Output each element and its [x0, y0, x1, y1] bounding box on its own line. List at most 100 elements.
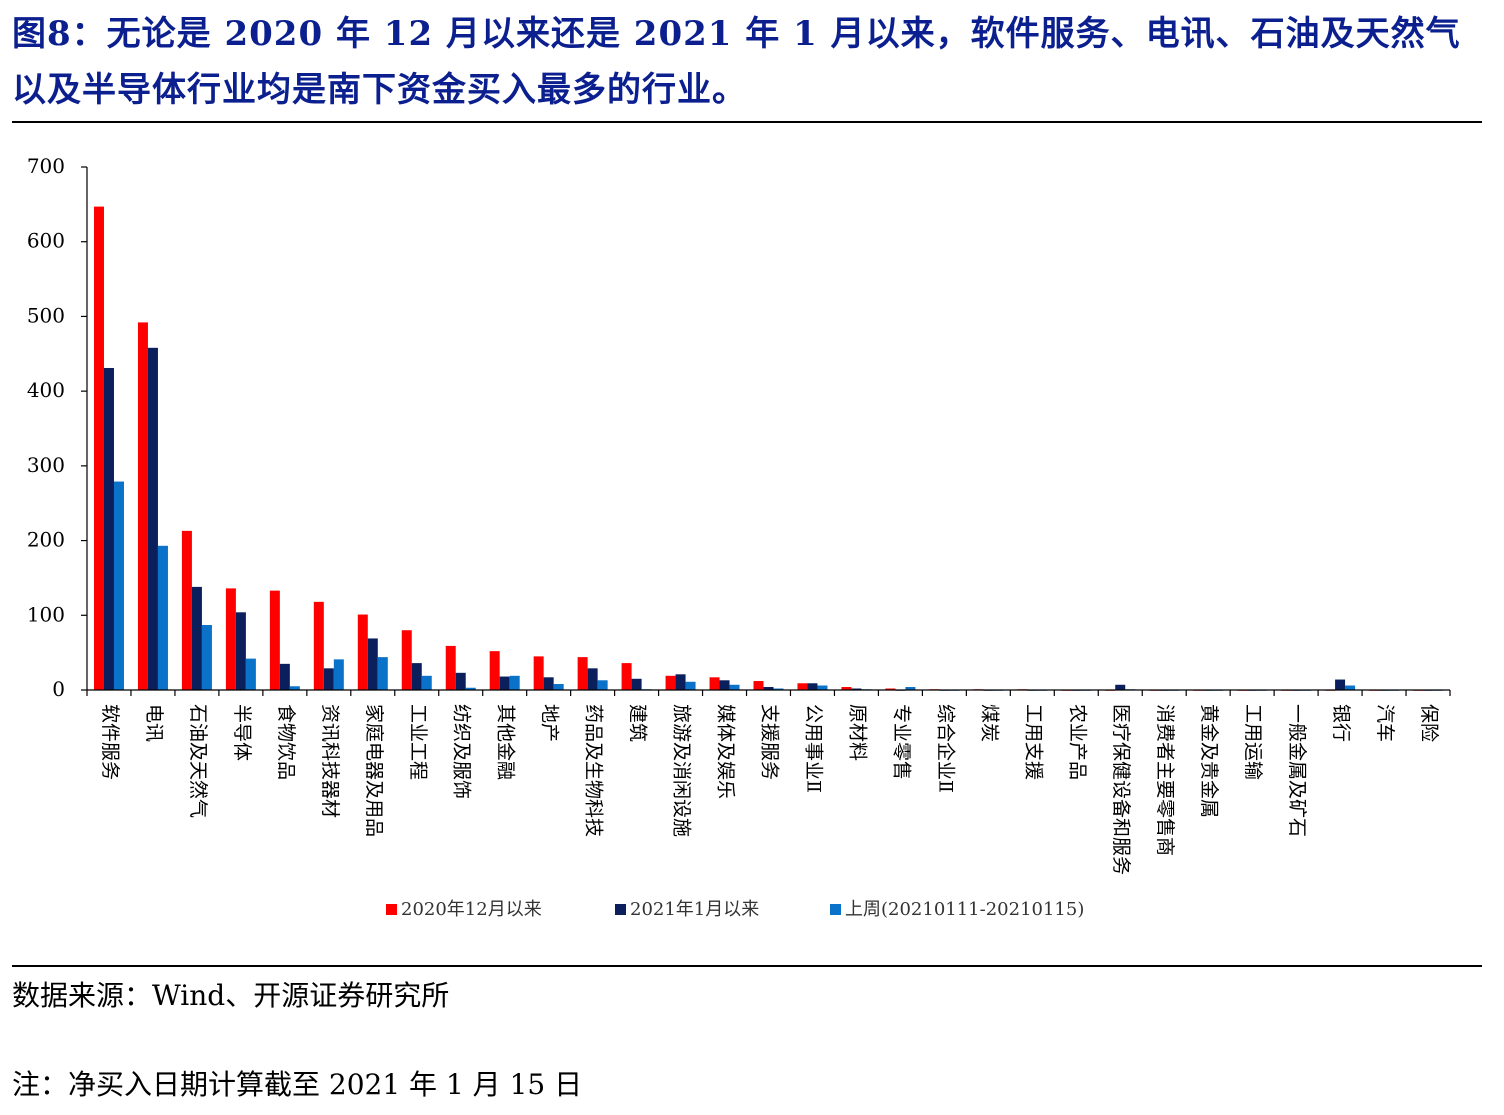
legend-label: 2020年12月以来 — [401, 899, 542, 920]
bar — [807, 683, 818, 690]
x-tick-label: 电讯 — [143, 704, 165, 742]
bar — [245, 658, 256, 690]
bar — [181, 530, 192, 690]
bar — [753, 681, 764, 690]
bar — [587, 668, 598, 690]
bar — [763, 687, 774, 690]
bar — [465, 687, 476, 690]
x-tick-label: 工用支援 — [1022, 704, 1044, 780]
bar — [1335, 679, 1346, 690]
bar — [191, 586, 202, 690]
bar — [533, 656, 544, 690]
bar-chart: 0 100 200 300 400 500 600 700 软件服务 电讯 石油及天然气 半导体 食物… — [27, 154, 1451, 920]
bar — [137, 322, 148, 690]
bar — [401, 630, 412, 690]
bar — [577, 657, 588, 690]
bar — [905, 687, 916, 690]
bars — [93, 206, 1444, 691]
x-tick-label: 汽车 — [1374, 704, 1396, 742]
bar — [113, 481, 124, 690]
bar — [313, 601, 324, 690]
bar — [235, 612, 246, 690]
bar — [455, 672, 466, 690]
x-tick-label: 工业工程 — [407, 704, 429, 780]
x-tick-label: 原材料 — [846, 704, 868, 761]
bar — [201, 624, 212, 690]
bar — [817, 685, 828, 690]
bar — [709, 677, 720, 690]
bar — [357, 614, 368, 690]
y-tick-label: 500 — [27, 303, 65, 327]
bar — [225, 588, 236, 690]
bar — [103, 367, 114, 690]
y-tick-label: 400 — [27, 378, 65, 402]
bar — [553, 684, 564, 690]
bar — [279, 663, 290, 690]
y-tick-label: 200 — [27, 528, 65, 552]
bar — [509, 675, 520, 690]
x-tick-label: 旅游及消闲设施 — [671, 704, 693, 837]
x-tick-label: 专业零售 — [890, 704, 912, 780]
x-tick-label: 医疗保健设备和服务 — [1110, 704, 1132, 875]
bar — [323, 668, 334, 690]
legend-swatch — [615, 904, 626, 915]
bar — [675, 674, 686, 690]
bar — [543, 677, 554, 690]
bar — [773, 688, 784, 690]
y-tick-label: 700 — [27, 154, 65, 178]
legend: 2020年12月以来 2021年1月以来 上周(20210111-20210115) — [386, 899, 1084, 920]
bar — [597, 680, 608, 690]
figure-title: 图8：无论是 2020 年 12 月以来还是 2021 年 1 月以来，软件服务… — [12, 14, 1461, 110]
bar — [621, 663, 632, 690]
x-tick-label: 农业产品 — [1066, 704, 1088, 780]
x-tick-label: 纺织及服饰 — [451, 704, 473, 799]
x-tick-label: 黄金及贵金属 — [1198, 704, 1220, 818]
x-tick-label: 家庭电器及用品 — [363, 704, 385, 837]
date-note: 注：净买入日期计算截至 2021 年 1 月 15 日 — [12, 1068, 583, 1101]
x-tick-label: 地产 — [539, 704, 561, 742]
x-tick-label: 公用事业Ⅱ — [802, 704, 824, 793]
bar — [685, 681, 696, 690]
bar — [93, 206, 104, 690]
bar — [851, 688, 862, 690]
legend-label: 2021年1月以来 — [630, 899, 759, 920]
bar — [445, 645, 456, 690]
bar — [719, 680, 730, 690]
x-tick-label: 工用运输 — [1242, 704, 1264, 780]
top-rule — [12, 121, 1482, 123]
x-tick-label: 食物饮品 — [275, 704, 297, 780]
bar — [333, 659, 344, 690]
bar — [797, 683, 808, 690]
bar — [367, 638, 378, 690]
bar — [411, 663, 422, 690]
bar — [631, 678, 642, 690]
x-tick-label: 资讯科技器材 — [319, 704, 341, 818]
legend-swatch — [386, 904, 397, 915]
bar — [885, 688, 896, 690]
bar — [377, 657, 388, 690]
x-tick-label: 其他金融 — [495, 704, 517, 780]
x-tick-label: 消费者主要零售商 — [1154, 704, 1176, 856]
bar — [1345, 685, 1356, 690]
legend-label: 上周(20210111-20210115) — [845, 899, 1084, 920]
x-axis: 软件服务 电讯 石油及天然气 半导体 食物饮品 资讯科技器材 家庭电器及用品 工业工程 纺织及服… — [86, 689, 1451, 875]
x-tick-label: 支援服务 — [759, 704, 781, 780]
x-tick-label: 媒体及娱乐 — [715, 704, 737, 799]
y-tick-label: 600 — [27, 229, 65, 253]
x-tick-label: 一般金属及矿石 — [1286, 704, 1308, 837]
bar — [269, 590, 280, 690]
y-axis: 0 100 200 300 400 500 600 700 — [27, 154, 88, 701]
bar — [499, 676, 510, 690]
bar — [421, 675, 432, 690]
bar — [489, 651, 500, 690]
x-tick-label: 半导体 — [231, 704, 253, 761]
bar — [665, 675, 676, 690]
x-tick-label: 石油及天然气 — [187, 704, 209, 818]
source-note: 数据来源：Wind、开源证券研究所 — [12, 979, 450, 1012]
y-tick-label: 100 — [27, 602, 65, 626]
bar — [1115, 684, 1126, 690]
y-tick-label: 0 — [52, 677, 65, 701]
y-tick-label: 300 — [27, 453, 65, 477]
bar — [289, 686, 300, 690]
x-tick-label: 银行 — [1330, 704, 1352, 742]
